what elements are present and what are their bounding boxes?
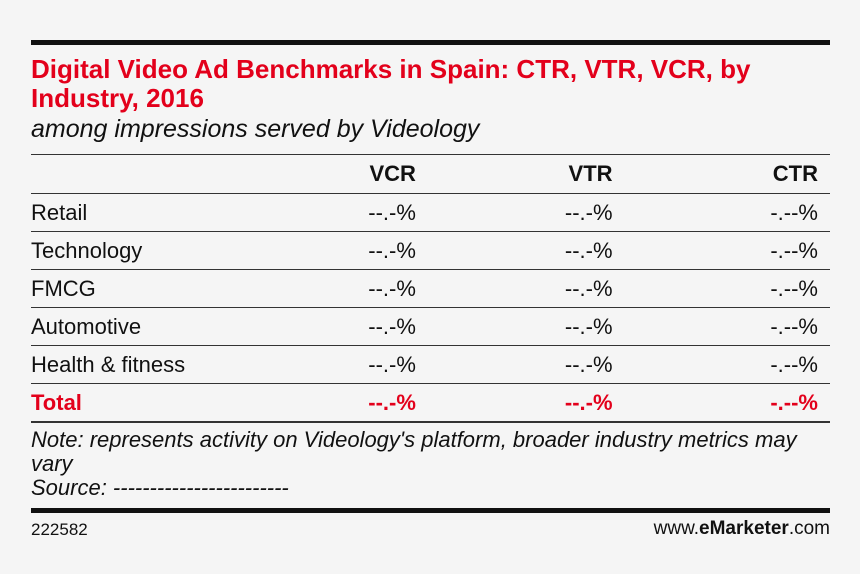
chart-subtitle: among impressions served by Videology [31, 115, 480, 143]
chart-id: 222582 [31, 520, 88, 539]
benchmark-table: VCR VTR CTR Retail --.-% --.-% -.--% Tec… [31, 154, 830, 423]
row-label: Automotive [31, 313, 142, 339]
table-header-row: VCR VTR CTR [31, 154, 830, 194]
brand-suffix: .com [788, 518, 830, 539]
table-row: Retail --.-% --.-% -.--% [31, 194, 830, 232]
table-row: Technology --.-% --.-% -.--% [31, 232, 830, 270]
cell-ctr: -.--% [770, 199, 818, 225]
top-rule [31, 40, 830, 45]
source-text: Source: ------------------------ [31, 475, 289, 500]
cell-vcr: --.-% [368, 351, 416, 377]
table-row: FMCG --.-% --.-% -.--% [31, 270, 830, 308]
header-vtr: VTR [568, 161, 613, 186]
brand-name: eMarketer [699, 518, 789, 539]
total-ctr: -.--% [770, 389, 818, 415]
row-label: FMCG [31, 275, 96, 301]
cell-vtr: --.-% [564, 275, 613, 301]
note-text: Note: represents activity on Videology's… [31, 427, 797, 476]
cell-ctr: -.--% [770, 237, 818, 263]
row-label: Health & fitness [31, 351, 186, 377]
cell-vtr: --.-% [564, 199, 613, 225]
cell-ctr: -.--% [770, 351, 818, 377]
bottom-rule [31, 508, 830, 513]
brand-prefix: www. [653, 518, 700, 539]
cell-vtr: --.-% [564, 351, 613, 377]
table-row: Automotive --.-% --.-% -.--% [31, 308, 830, 346]
cell-vtr: --.-% [564, 237, 613, 263]
cell-vcr: --.-% [368, 199, 416, 225]
total-vcr: --.-% [368, 389, 416, 415]
cell-vcr: --.-% [368, 237, 416, 263]
total-vtr: --.-% [564, 389, 613, 415]
table-row: Health & fitness --.-% --.-% -.--% [31, 346, 830, 384]
cell-ctr: -.--% [770, 275, 818, 301]
header-ctr: CTR [772, 161, 818, 186]
header-vcr: VCR [369, 161, 416, 186]
row-label: Retail [31, 199, 88, 225]
chart-note: Note: represents activity on Videology's… [31, 428, 830, 500]
cell-vcr: --.-% [368, 275, 416, 301]
total-row: Total --.-% --.-% -.--% [31, 384, 830, 422]
header-label [31, 155, 337, 194]
chart-title: Digital Video Ad Benchmarks in Spain: CT… [31, 54, 751, 113]
cell-vtr: --.-% [564, 313, 613, 339]
row-label: Technology [31, 237, 143, 263]
brand-logo: www.eMarketer.com [654, 518, 830, 540]
total-label: Total [31, 389, 82, 415]
chart-frame: Digital Video Ad Benchmarks in Spain: CT… [31, 40, 830, 500]
cell-ctr: -.--% [770, 313, 818, 339]
cell-vcr: --.-% [368, 313, 416, 339]
